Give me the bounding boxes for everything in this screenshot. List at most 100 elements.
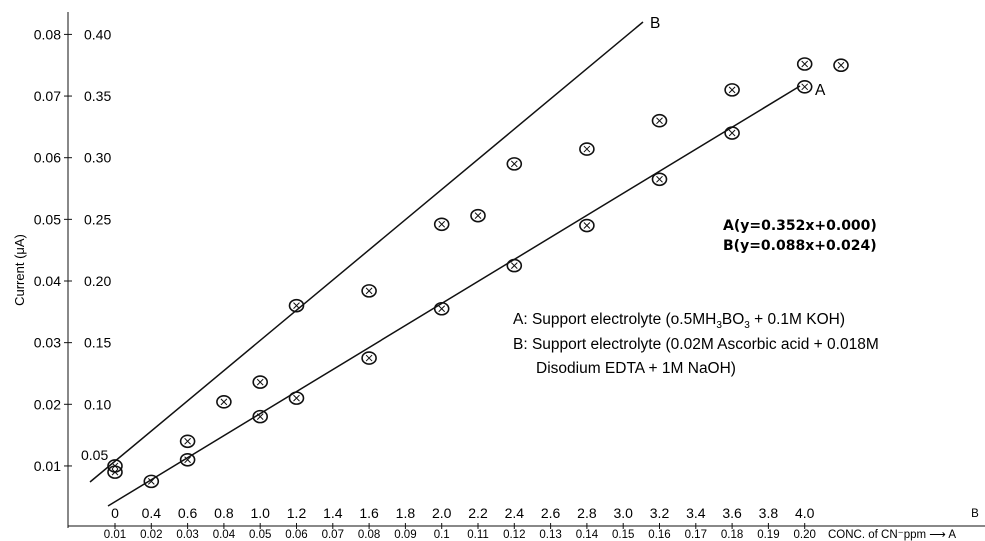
equation-a: A(y=0.352x+0.000) bbox=[723, 218, 877, 234]
y-right-tick-label: 0.05 bbox=[81, 447, 108, 463]
x-a-tick-label: 0.15 bbox=[612, 529, 634, 541]
data-points bbox=[107, 57, 849, 489]
x-a-tick-label: 0.20 bbox=[794, 529, 816, 541]
x-b-tick-label: 2.2 bbox=[468, 505, 488, 521]
x-b-tick-label: 3.4 bbox=[686, 505, 706, 521]
point-a bbox=[288, 391, 305, 405]
x-b-tick-label: 2.6 bbox=[541, 505, 561, 521]
x-a-tick-label: 0.01 bbox=[104, 529, 126, 541]
point-a bbox=[579, 218, 595, 233]
x-a-tick-label: 0.12 bbox=[503, 529, 525, 541]
x-b-tick-label: 2.0 bbox=[432, 505, 452, 521]
x-axis-b-marker: B bbox=[971, 508, 979, 520]
x-a-tick-label: 0.1 bbox=[434, 529, 450, 541]
x-ticks-b: 0 0.4 0.6 0.8 1.0 1.2 1.4 1.6 1.8 2.0 2.2 2.4 2.6 2.8… bbox=[111, 505, 815, 529]
y-left-tick-label: 0.06 bbox=[34, 150, 61, 166]
point-b bbox=[506, 157, 523, 171]
y-right-tick-label: 0.15 bbox=[84, 335, 111, 351]
x-a-tick-label: 0.14 bbox=[576, 529, 599, 541]
x-a-tick-label: 0.11 bbox=[467, 529, 489, 541]
equation-b: B(y=0.088x+0.024) bbox=[723, 238, 877, 254]
line-label-b: B bbox=[650, 15, 660, 32]
point-b bbox=[252, 375, 269, 389]
y-left-tick-label: 0.03 bbox=[34, 335, 61, 351]
y-right-tick-label: 0.40 bbox=[84, 26, 111, 42]
point-a bbox=[252, 409, 269, 424]
legend-a: A: Support electrolyte (o.5MH3BO3 + 0.1M… bbox=[513, 311, 845, 331]
x-a-tick-label: 0.02 bbox=[140, 529, 162, 541]
x-b-tick-label: 3.8 bbox=[759, 505, 779, 521]
line-label-a: A bbox=[815, 82, 826, 99]
x-b-tick-label: 3.6 bbox=[722, 505, 742, 521]
x-a-tick-label: 0.06 bbox=[285, 529, 307, 541]
y-right-tick-label: 0.20 bbox=[84, 273, 111, 289]
x-ticks-a: 0.01 0.02 0.03 0.04 0.05 0.06 0.07 0.08 0.09 0.1 0… bbox=[104, 529, 816, 541]
x-b-tick-label: 2.8 bbox=[577, 505, 597, 521]
y-right-ticks: 0.05 0.10 0.15 0.20 0.25 0.30 0.35 0.40 bbox=[81, 26, 111, 463]
point-b bbox=[579, 142, 595, 156]
fit-line-b bbox=[89, 21, 644, 483]
x-axis-label: CONC. of CN⁻ppm ⟶ A bbox=[828, 529, 956, 541]
point-b bbox=[833, 58, 849, 73]
y-right-tick-label: 0.35 bbox=[84, 88, 111, 104]
y-left-tick-label: 0.04 bbox=[34, 273, 61, 289]
x-b-tick-label: 3.2 bbox=[650, 505, 670, 521]
point-a bbox=[361, 351, 377, 365]
y-right-tick-label: 0.25 bbox=[84, 211, 111, 227]
x-a-tick-label: 0.18 bbox=[721, 529, 743, 541]
point-a bbox=[724, 126, 740, 140]
fit-lines bbox=[89, 21, 801, 507]
y-axis-label: Current (μA) bbox=[12, 234, 27, 306]
y-right-tick-label: 0.30 bbox=[84, 150, 111, 166]
y-left-tick-label: 0.08 bbox=[34, 26, 61, 42]
x-a-tick-label: 0.03 bbox=[176, 529, 198, 541]
point-b bbox=[107, 459, 123, 473]
fit-line-a bbox=[107, 85, 801, 507]
y-left-tick-label: 0.02 bbox=[34, 396, 61, 412]
x-a-tick-label: 0.16 bbox=[648, 529, 670, 541]
y-right-tick-label: 0.10 bbox=[84, 396, 111, 412]
point-a bbox=[143, 474, 160, 489]
x-a-tick-label: 0.05 bbox=[249, 529, 271, 541]
point-a bbox=[433, 301, 450, 316]
point-b bbox=[288, 298, 305, 313]
x-a-tick-label: 0.09 bbox=[394, 529, 416, 541]
point-b bbox=[651, 113, 668, 128]
x-b-tick-label: 0 bbox=[111, 505, 119, 521]
point-b bbox=[433, 217, 450, 232]
legend-b-line1: B: Support electrolyte (0.02M Ascorbic a… bbox=[513, 336, 879, 353]
x-b-tick-label: 0.6 bbox=[178, 505, 198, 521]
y-left-tick-label: 0.05 bbox=[34, 211, 61, 227]
x-b-tick-label: 1.4 bbox=[323, 505, 343, 521]
y-left-tick-label: 0.01 bbox=[34, 458, 61, 474]
point-b bbox=[796, 57, 813, 71]
x-b-tick-label: 3.0 bbox=[613, 505, 633, 521]
x-b-tick-label: 0.4 bbox=[142, 505, 162, 521]
point-a bbox=[651, 172, 668, 187]
x-b-tick-label: 1.8 bbox=[396, 505, 416, 521]
point-b bbox=[724, 83, 740, 97]
point-b bbox=[361, 284, 377, 298]
y-left-ticks: 0.01 0.02 0.03 0.04 0.05 0.06 0.07 0.08 bbox=[34, 26, 72, 474]
x-a-tick-label: 0.04 bbox=[213, 529, 236, 541]
x-a-tick-label: 0.08 bbox=[358, 529, 380, 541]
y-left-tick-label: 0.07 bbox=[34, 88, 61, 104]
point-b bbox=[179, 434, 196, 449]
x-a-tick-label: 0.17 bbox=[685, 529, 707, 541]
point-b bbox=[470, 208, 486, 223]
x-a-tick-label: 0.13 bbox=[539, 529, 561, 541]
x-b-tick-label: 0.8 bbox=[214, 505, 234, 521]
x-b-tick-label: 4.0 bbox=[795, 505, 815, 521]
x-b-tick-label: 1.0 bbox=[250, 505, 270, 521]
point-b bbox=[216, 395, 232, 409]
x-b-tick-label: 1.2 bbox=[287, 505, 307, 521]
x-a-tick-label: 0.07 bbox=[322, 529, 344, 541]
x-b-tick-label: 1.6 bbox=[359, 505, 379, 521]
x-b-tick-label: 2.4 bbox=[505, 505, 525, 521]
legend-b-line2: Disodium EDTA + 1M NaOH) bbox=[536, 360, 736, 377]
point-a bbox=[179, 452, 196, 467]
point-a bbox=[796, 80, 813, 94]
point-a bbox=[506, 258, 523, 273]
x-a-tick-label: 0.19 bbox=[757, 529, 779, 541]
